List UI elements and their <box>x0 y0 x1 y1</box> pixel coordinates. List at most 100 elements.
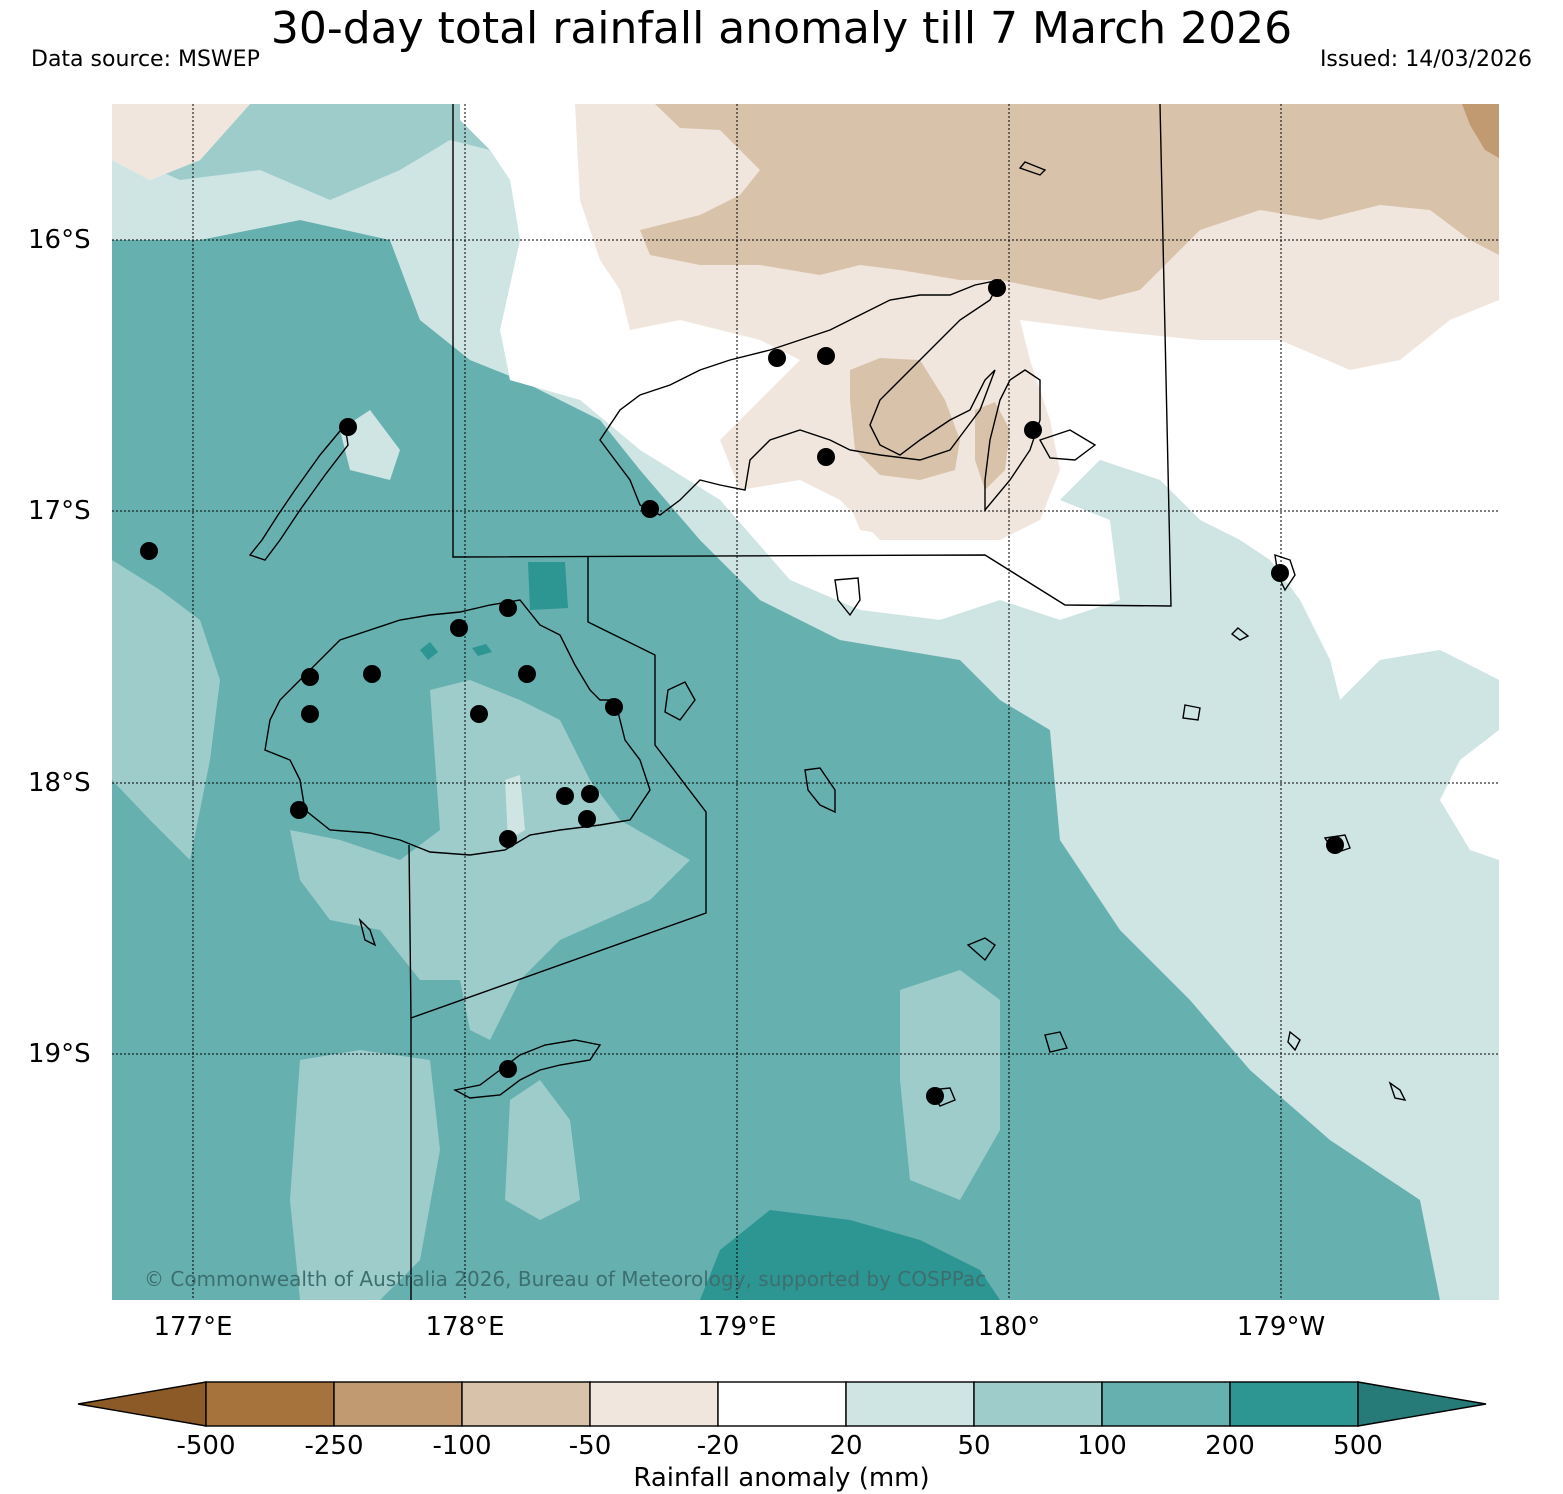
colorbar-tick: 500 <box>1333 1431 1383 1461</box>
map-title: 30-day total rainfall anomaly till 7 Mar… <box>270 3 1293 54</box>
coast-islet-7 <box>1230 627 1250 641</box>
boundary-central <box>410 557 707 1300</box>
band-200-500-dot2 <box>472 644 492 656</box>
band-minus50-100 <box>640 104 1499 300</box>
stations <box>140 279 1344 1105</box>
band-minus50-100-isle2 <box>975 402 1010 490</box>
station-marker <box>363 665 381 683</box>
colorbar-tick: 50 <box>957 1431 991 1461</box>
lat-label-17s: 17°S <box>28 496 91 526</box>
coast-vanua-levu <box>599 279 1002 516</box>
coast-islet-11 <box>1018 161 1047 176</box>
station-marker <box>988 279 1006 297</box>
station-marker <box>1271 564 1289 582</box>
colorbar-tick: 100 <box>1077 1431 1127 1461</box>
band-50-100-south <box>290 1050 440 1300</box>
colorbar-tick: -250 <box>304 1431 364 1461</box>
station-marker <box>817 448 835 466</box>
station-marker <box>1326 836 1344 854</box>
coast-islet-1 <box>834 577 861 617</box>
coast-islet-2 <box>664 681 696 721</box>
station-marker <box>605 698 623 716</box>
coast-islet-6 <box>1182 704 1201 721</box>
colorbar-tick: -50 <box>568 1431 612 1461</box>
lat-label-19s: 19°S <box>28 1039 91 1069</box>
boundary-lines <box>408 104 1172 1300</box>
station-marker <box>301 705 319 723</box>
lon-label-180: 180° <box>977 1312 1041 1342</box>
station-marker <box>578 810 596 828</box>
station-marker <box>290 801 308 819</box>
colorbar-bin <box>205 1381 335 1427</box>
band-20-50 <box>112 140 1499 1300</box>
band-200-500-south <box>700 1210 1000 1300</box>
issued-date: Issued: 14/03/2026 <box>1319 47 1532 72</box>
station-marker <box>140 542 158 560</box>
band-50-100-island <box>290 680 690 1040</box>
station-marker <box>1024 421 1042 439</box>
boundary-west <box>408 844 412 1019</box>
station-marker <box>499 1060 517 1078</box>
coast-qamea <box>1038 429 1097 461</box>
station-marker <box>470 705 488 723</box>
band-20-50-isle3 <box>505 775 525 840</box>
station-marker <box>339 418 357 436</box>
colorbar-bin <box>589 1381 719 1427</box>
boundary-north <box>452 104 1172 607</box>
coast-viti-levu <box>264 599 651 856</box>
lat-label-18s: 18°S <box>28 768 91 798</box>
colorbar-bin <box>717 1381 847 1427</box>
coast-yasawa <box>248 423 349 561</box>
station-marker <box>926 1087 944 1105</box>
station-marker <box>768 349 786 367</box>
station-marker <box>817 347 835 365</box>
colorbar-bin <box>461 1381 591 1427</box>
coast-islet-4 <box>966 937 996 962</box>
graticule <box>112 104 1499 1300</box>
coast-islet-14 <box>1388 1081 1407 1101</box>
data-source: Data source: MSWEP <box>31 47 260 72</box>
colorbar-tick: -100 <box>432 1431 492 1461</box>
colorbar-tick: -500 <box>176 1431 236 1461</box>
station-marker <box>499 830 517 848</box>
coast-islet-13 <box>1287 1030 1301 1052</box>
station-marker <box>581 785 599 803</box>
band-minus20-50 <box>112 104 250 180</box>
band-minus50-100-isle <box>850 358 960 480</box>
station-marker <box>499 599 517 617</box>
band-200-500-dot1 <box>420 642 438 660</box>
lon-label-179w: 179°W <box>1236 1312 1326 1342</box>
station-marker <box>641 500 659 518</box>
band-50-100-south2 <box>505 1080 580 1220</box>
station-marker <box>518 665 536 683</box>
lon-label-177e: 177°E <box>153 1312 233 1342</box>
colorbar-extend-low <box>77 1381 207 1427</box>
lat-label-16s: 16°S <box>28 225 91 255</box>
station-marker <box>450 619 468 637</box>
colorbar-tick: 20 <box>829 1431 863 1461</box>
colorbar-bin <box>1101 1381 1231 1427</box>
copyright-notice: © Commonwealth of Australia 2026, Bureau… <box>144 1267 987 1291</box>
colorbar-bin <box>973 1381 1103 1427</box>
coast-islet-3 <box>804 767 836 814</box>
coast-islet-5 <box>1044 1031 1068 1053</box>
colorbar <box>77 1381 1487 1427</box>
coast-islet-12 <box>358 917 377 947</box>
station-marker <box>301 668 319 686</box>
lon-label-179e: 179°E <box>697 1312 777 1342</box>
coast-taveuni <box>984 369 1041 512</box>
lon-label-178e: 178°E <box>425 1312 505 1342</box>
colorbar-title: Rainfall anomaly (mm) <box>633 1463 930 1493</box>
colorbar-bin <box>1229 1381 1359 1427</box>
colorbar-tick: 200 <box>1205 1431 1255 1461</box>
colorbar-tick: -20 <box>696 1431 740 1461</box>
band-minus100-250 <box>1462 104 1499 158</box>
station-marker <box>556 787 574 805</box>
band-50-100-east <box>900 970 1000 1200</box>
anomaly-field <box>112 104 1499 1300</box>
colorbar-bin <box>845 1381 975 1427</box>
colorbar-bin <box>333 1381 463 1427</box>
band-neutral-east <box>1440 730 1499 860</box>
colorbar-extend-high <box>1357 1381 1487 1427</box>
